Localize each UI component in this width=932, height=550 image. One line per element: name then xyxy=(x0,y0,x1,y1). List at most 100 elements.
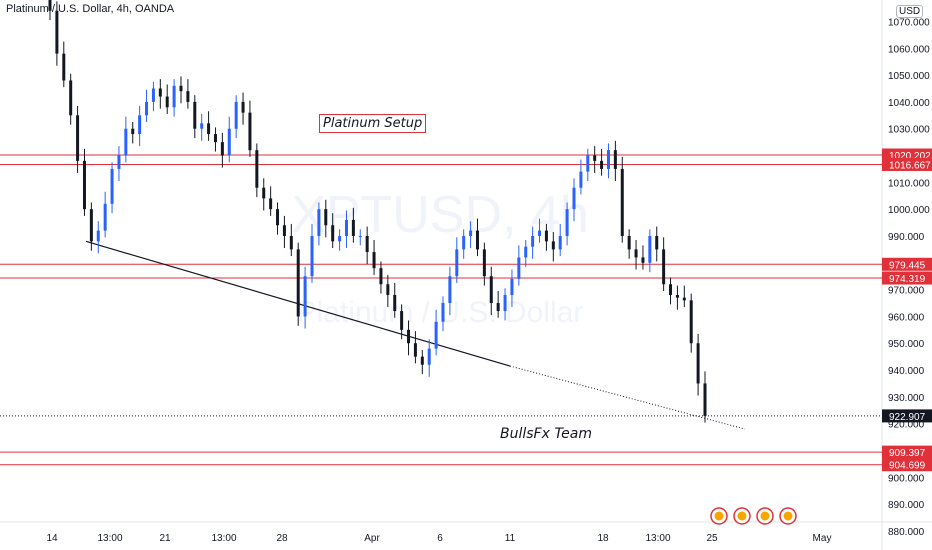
candle-body xyxy=(255,150,259,188)
candle-body xyxy=(496,303,500,312)
price-tick-label: 940.000 xyxy=(888,366,925,377)
trendline-extension xyxy=(509,365,746,430)
price-tick-label: 1000.000 xyxy=(888,205,930,216)
candle-body xyxy=(213,134,217,143)
candle-body xyxy=(282,225,286,236)
candle-body xyxy=(620,168,624,236)
candle-body xyxy=(669,284,673,295)
candle-body xyxy=(600,160,604,169)
time-tick-label: 14 xyxy=(46,533,58,544)
candle-body xyxy=(89,209,93,242)
candle-body xyxy=(475,230,479,250)
level-tag-label: 1020.202 xyxy=(889,151,931,162)
candle-body xyxy=(145,101,149,116)
candle-body xyxy=(117,155,121,169)
candle-body xyxy=(372,252,376,269)
candle-body xyxy=(248,112,252,151)
price-tick-label: 880.000 xyxy=(888,527,925,538)
candle-body xyxy=(558,235,562,250)
candle-body xyxy=(269,198,273,210)
candle-body xyxy=(234,101,238,129)
candle-body xyxy=(351,219,355,236)
candle-body xyxy=(193,101,197,129)
price-tick-label: 920.000 xyxy=(888,420,925,431)
candle-body xyxy=(462,235,466,250)
candle-body xyxy=(510,278,514,295)
team-annotation: BullsFx Team xyxy=(500,426,592,442)
candle-body xyxy=(572,187,576,210)
candle-body xyxy=(262,187,266,199)
candle-body xyxy=(441,303,445,322)
candle-body xyxy=(138,115,142,135)
candle-body xyxy=(296,249,300,317)
level-tag xyxy=(882,458,932,472)
candle-body xyxy=(544,230,548,242)
time-tick-label: 21 xyxy=(159,533,171,544)
level-tag xyxy=(882,157,932,171)
candle-body xyxy=(627,235,631,250)
candle-body xyxy=(434,321,438,349)
candle-body xyxy=(62,53,66,81)
time-tick-label: Apr xyxy=(364,533,380,544)
time-tick-label: 6 xyxy=(437,533,443,544)
candle-body xyxy=(207,123,211,135)
candle-body xyxy=(531,235,535,247)
candle-body xyxy=(420,356,424,365)
level-tag-label: 1016.667 xyxy=(889,160,931,171)
price-tick-label: 890.000 xyxy=(888,500,925,511)
current-price-tag xyxy=(882,409,932,423)
level-tag-label: 904.699 xyxy=(889,461,926,472)
candle-body xyxy=(344,219,348,236)
candle-body xyxy=(324,209,328,226)
candle-body xyxy=(124,128,128,156)
candle-body xyxy=(689,300,693,344)
candle-body xyxy=(82,160,86,210)
level-tag xyxy=(882,257,932,271)
candle-body xyxy=(503,294,507,312)
candle-body xyxy=(276,209,280,226)
candle-body xyxy=(675,294,679,298)
candle-body xyxy=(696,343,700,384)
candle-body xyxy=(317,209,321,236)
watermark-name: Platinum / U.S. Dollar xyxy=(297,296,584,329)
candle-body xyxy=(186,91,190,102)
price-tick-label: 1040.000 xyxy=(888,98,930,109)
candle-body xyxy=(131,128,135,135)
candle-body xyxy=(579,171,583,188)
candle-body xyxy=(393,294,397,312)
chart-title: Platinum / U.S. Dollar, 4h, OANDA xyxy=(6,3,175,15)
candle-body xyxy=(358,235,362,237)
candle-body xyxy=(386,284,390,295)
current-price-label: 922.907 xyxy=(889,412,926,423)
level-tag xyxy=(882,445,932,459)
time-tick-label: 13:00 xyxy=(645,533,670,544)
candle-body xyxy=(538,230,542,236)
event-flag-icon-core xyxy=(783,511,793,521)
event-flag-icon-core xyxy=(760,511,770,521)
candle-body xyxy=(655,235,659,250)
candle-body xyxy=(48,0,52,11)
candle-body xyxy=(69,80,73,116)
time-tick-label: 28 xyxy=(276,533,288,544)
price-tick-label: 970.000 xyxy=(888,286,925,297)
candle-body xyxy=(365,235,369,253)
candle-body xyxy=(648,235,652,263)
time-tick-label: May xyxy=(813,533,832,544)
price-tick-label: 1050.000 xyxy=(888,71,930,82)
price-tick-label: 930.000 xyxy=(888,393,925,404)
price-tick-label: 1010.000 xyxy=(888,178,930,189)
candle-body xyxy=(289,235,293,250)
candle-body xyxy=(641,257,645,263)
price-tick-label: 990.000 xyxy=(888,232,925,243)
time-tick-label: 18 xyxy=(597,533,609,544)
price-tick-label: 1070.000 xyxy=(888,17,930,28)
candle-body xyxy=(469,230,473,236)
price-tick-label: 1060.000 xyxy=(888,44,930,55)
candle-body xyxy=(310,235,314,277)
level-tag-label: 909.397 xyxy=(889,448,926,459)
currency-badge[interactable]: USD xyxy=(896,5,924,18)
candle-body xyxy=(551,241,555,250)
price-tick-label: 950.000 xyxy=(888,339,925,350)
candle-body xyxy=(158,88,162,97)
